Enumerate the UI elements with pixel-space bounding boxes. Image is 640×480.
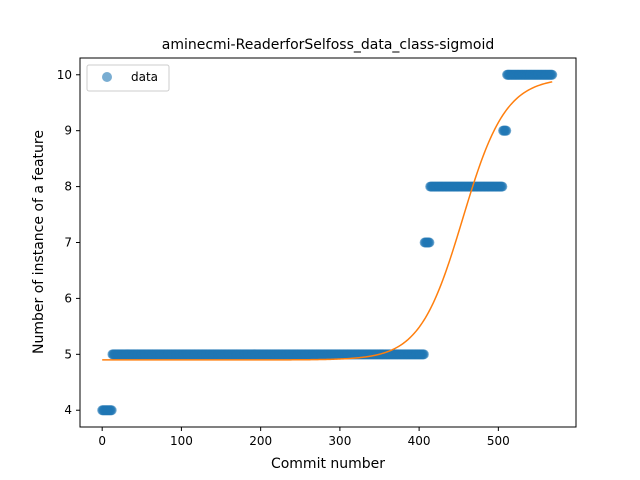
x-tick-label: 0: [98, 434, 106, 448]
x-axis-label: Commit number: [271, 456, 385, 472]
y-tick-label: 7: [64, 236, 72, 250]
chart-title: aminecmi-ReaderforSelfoss_data_class-sig…: [162, 37, 495, 53]
x-tick-label: 400: [408, 434, 431, 448]
x-tick-label: 100: [170, 434, 193, 448]
data-point: [424, 237, 435, 248]
legend-box: [86, 64, 170, 92]
y-tick-label: 6: [64, 291, 72, 305]
x-tick-label: 200: [249, 434, 272, 448]
x-axis-ticks: 0 100 200 300 400 500: [98, 427, 510, 448]
data-series-points: [97, 69, 558, 416]
y-tick-label: 4: [64, 403, 72, 417]
data-point: [501, 125, 512, 136]
legend-label-data: data: [131, 70, 158, 84]
data-point: [547, 69, 558, 80]
y-axis-label: Number of instance of a feature: [31, 130, 47, 354]
y-tick-label: 5: [64, 347, 72, 361]
legend-marker-data: [102, 72, 112, 82]
legend: data: [86, 64, 170, 92]
x-tick-label: 300: [328, 434, 351, 448]
sigmoid-fit-line: [102, 81, 553, 361]
y-axis-ticks: 4 5 6 7 8 9 10: [57, 68, 80, 417]
data-point: [497, 181, 508, 192]
y-tick-label: 9: [64, 124, 72, 138]
data-point: [418, 349, 429, 360]
y-tick-label: 8: [64, 180, 72, 194]
x-tick-label: 500: [487, 434, 510, 448]
data-point: [106, 405, 117, 416]
y-tick-label: 10: [57, 68, 72, 82]
